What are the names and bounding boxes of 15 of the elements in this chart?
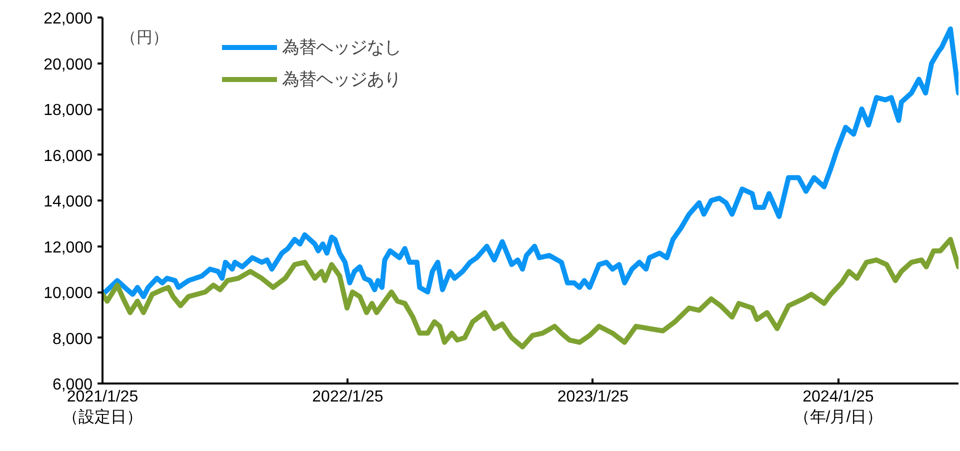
y-axis-title: （円）: [120, 30, 168, 46]
y-tick-label: 14,000: [44, 194, 93, 210]
x-tick-label: 2024/1/25: [802, 388, 874, 406]
y-tick-label: 8,000: [52, 330, 93, 348]
y-tick-label: 20,000: [44, 56, 93, 74]
x-axis-title: （年/月/日）: [794, 408, 883, 426]
legend-label: 為替ヘッジなし: [282, 36, 401, 59]
x-tick-label: 2022/1/25: [312, 388, 384, 406]
y-tick-label: 22,000: [44, 10, 93, 28]
legend-label: 為替ヘッジあり: [282, 68, 401, 91]
y-tick-label: 10,000: [44, 285, 93, 302]
y-tick-label: 18,000: [44, 102, 93, 119]
x-tick-label: 2023/1/25: [557, 388, 629, 406]
y-tick-label: 12,000: [44, 239, 93, 256]
y-tick-label: 16,000: [44, 148, 93, 165]
